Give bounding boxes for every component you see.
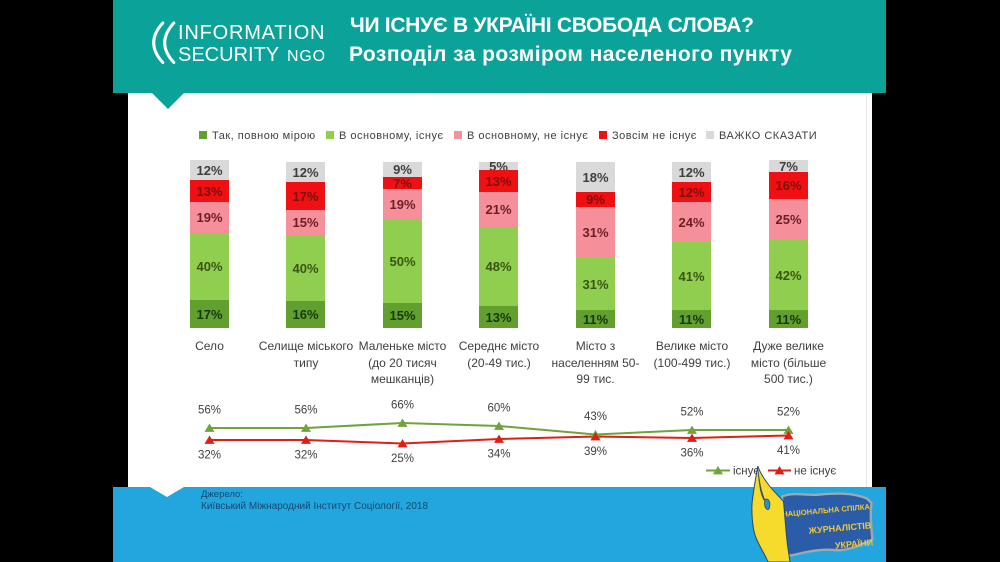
svg-text:60%: 60%: [487, 403, 510, 415]
svg-text:не існує: не існує: [794, 466, 836, 478]
svg-text:УКРАЇНИ: УКРАЇНИ: [835, 537, 874, 550]
svg-text:56%: 56%: [198, 405, 221, 417]
svg-text:32%: 32%: [294, 450, 317, 462]
svg-text:41%: 41%: [777, 445, 800, 457]
svg-text:43%: 43%: [584, 411, 607, 423]
svg-text:32%: 32%: [198, 450, 221, 462]
svg-text:39%: 39%: [584, 446, 607, 458]
svg-text:25%: 25%: [391, 453, 414, 465]
svg-text:36%: 36%: [680, 448, 703, 460]
svg-text:66%: 66%: [391, 400, 414, 412]
svg-text:34%: 34%: [487, 449, 510, 461]
svg-text:існує: існує: [733, 466, 759, 478]
svg-text:52%: 52%: [777, 407, 800, 419]
svg-text:56%: 56%: [294, 405, 317, 417]
svg-text:52%: 52%: [680, 407, 703, 419]
